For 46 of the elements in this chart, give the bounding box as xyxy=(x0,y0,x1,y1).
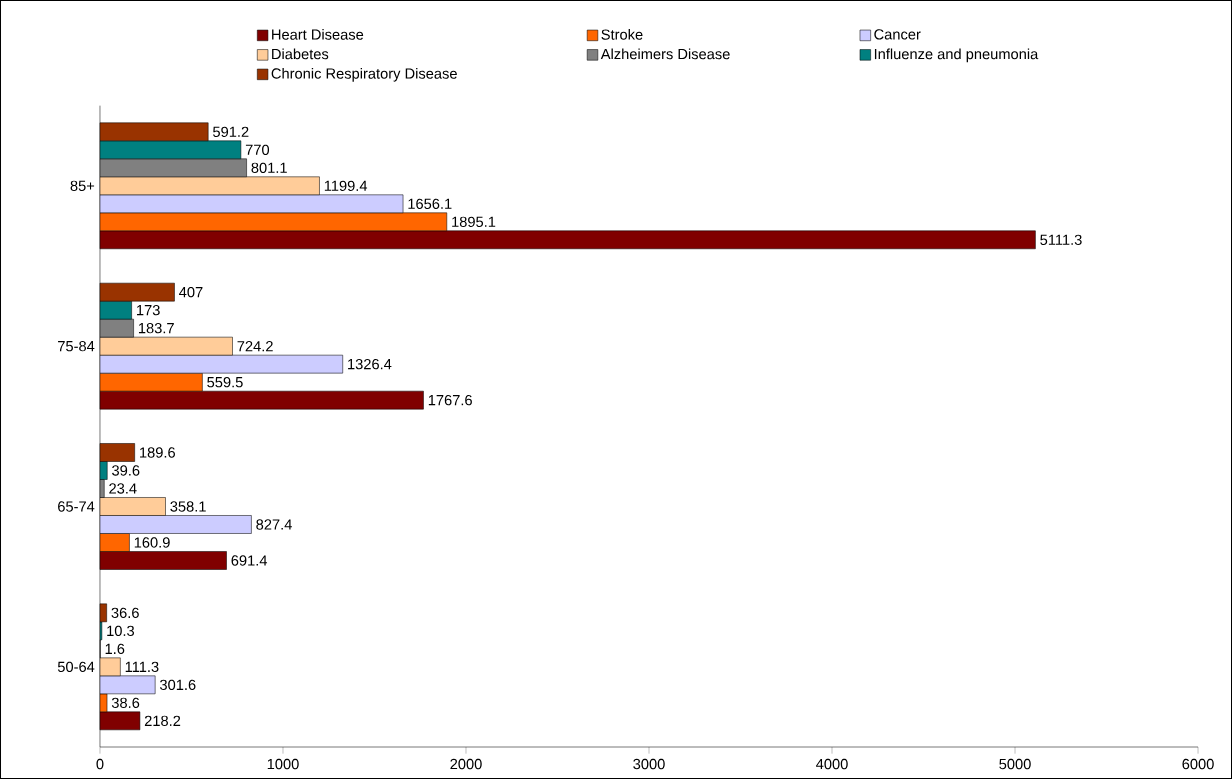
legend-label: Alzheimers Disease xyxy=(600,48,730,60)
y-tick-label: 50-64 xyxy=(57,661,95,673)
data-label: 160.9 xyxy=(134,537,170,548)
data-label: 189.6 xyxy=(140,447,175,458)
data-label: 1.6 xyxy=(105,643,125,655)
y-tick-label: 85+ xyxy=(70,180,95,192)
data-label: 1326.4 xyxy=(348,358,392,370)
data-label: 801.1 xyxy=(251,162,287,174)
x-tick-label: 1000 xyxy=(267,758,299,770)
data-label: 23.4 xyxy=(109,483,137,494)
data-label: 827.4 xyxy=(256,519,292,530)
legend-label: Stroke xyxy=(601,29,643,40)
data-label: 38.6 xyxy=(111,697,140,709)
data-label: 724.2 xyxy=(237,341,273,352)
x-tick-label: 0 xyxy=(96,758,104,770)
legend-label: Diabetes xyxy=(272,48,329,60)
y-tick-label: 65-74 xyxy=(58,501,95,512)
y-tick-label: 75-84 xyxy=(58,340,95,352)
data-label: 358.1 xyxy=(170,501,206,512)
data-label: 770 xyxy=(245,144,270,156)
data-label: 5111.3 xyxy=(1040,234,1082,246)
x-tick-label: 5000 xyxy=(999,758,1031,770)
data-label: 591.2 xyxy=(213,126,249,138)
data-label: 39.6 xyxy=(112,465,140,476)
legend-label: Chronic Respiratory Disease xyxy=(271,67,457,82)
legend-label: Cancer xyxy=(874,29,921,40)
data-label: 111.3 xyxy=(125,661,159,673)
data-label: 36.6 xyxy=(111,607,139,619)
data-label: 1767.6 xyxy=(428,394,472,406)
data-label: 173 xyxy=(137,304,160,316)
data-label: 218.2 xyxy=(144,715,181,727)
data-label: 183.7 xyxy=(138,322,174,334)
data-label: 1895.1 xyxy=(452,216,496,228)
data-label: 407 xyxy=(179,286,203,298)
x-tick-label: 4000 xyxy=(816,758,848,770)
data-label: 301.6 xyxy=(160,679,196,691)
legend-label: Heart Disease xyxy=(272,29,364,40)
legend-label: Influenze and pneumonia xyxy=(874,48,1039,63)
x-tick-label: 6000 xyxy=(1182,758,1214,770)
data-label: 1656.1 xyxy=(408,198,452,210)
data-label: 10.3 xyxy=(107,625,135,637)
x-tick-label: 2000 xyxy=(450,758,482,770)
data-label: 1199.4 xyxy=(324,180,368,192)
data-label: 691.4 xyxy=(231,555,268,566)
x-tick-label: 3000 xyxy=(633,758,665,770)
data-label: 559.5 xyxy=(207,376,243,388)
